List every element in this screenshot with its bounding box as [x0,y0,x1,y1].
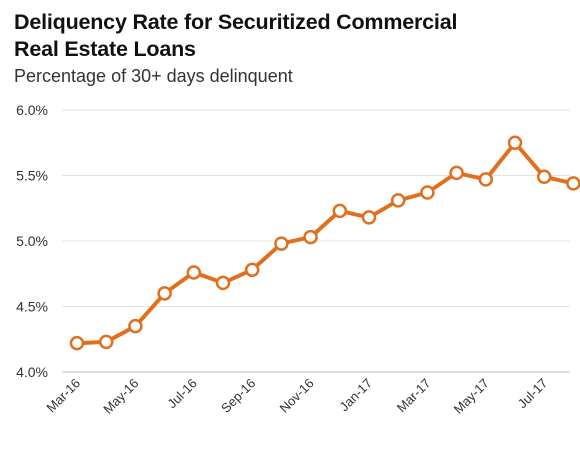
data-point [186,265,202,280]
x-tick-label: May-16 [100,376,141,417]
chart-subtitle: Percentage of 30+ days delinquent [14,66,293,86]
data-point [157,286,172,301]
data-point [69,335,85,351]
x-tick-label: May-17 [451,376,492,417]
data-point [420,185,435,200]
y-tick-label: 5.0% [16,233,48,249]
data-point [274,236,289,251]
data-point [390,193,406,208]
chart-title: Deliquency Rate for Securitized Commerci… [14,9,457,63]
data-point [361,210,377,225]
y-tick-label: 4.0% [16,364,48,380]
chart-title-line-2: Real Estate Loans [14,37,196,61]
x-tick-label: Nov-16 [276,376,316,416]
series-line [75,140,576,346]
x-tick-label: Jan-17 [336,376,375,415]
data-point [449,165,464,181]
data-point [128,318,143,334]
y-tick-label: 5.5% [16,168,48,184]
x-tick-label: Jul-16 [164,376,200,412]
data-point [536,169,552,185]
x-tick-label: Mar-16 [43,376,83,416]
data-point [244,262,260,278]
data-point [215,275,231,291]
data-point [303,229,318,245]
data-point [478,172,494,187]
data-point [507,135,523,150]
x-tick-label: Jul-17 [515,376,551,412]
y-tick-label: 4.5% [16,299,48,315]
chart-title-line-1: Deliquency Rate for Securitized Commerci… [14,10,458,34]
data-point [98,334,114,350]
data-point [566,176,580,191]
x-tick-label: Sep-16 [218,376,258,416]
x-tick-label: Mar-17 [394,376,434,416]
data-point [332,203,348,219]
y-tick-label: 6.0% [16,102,48,118]
